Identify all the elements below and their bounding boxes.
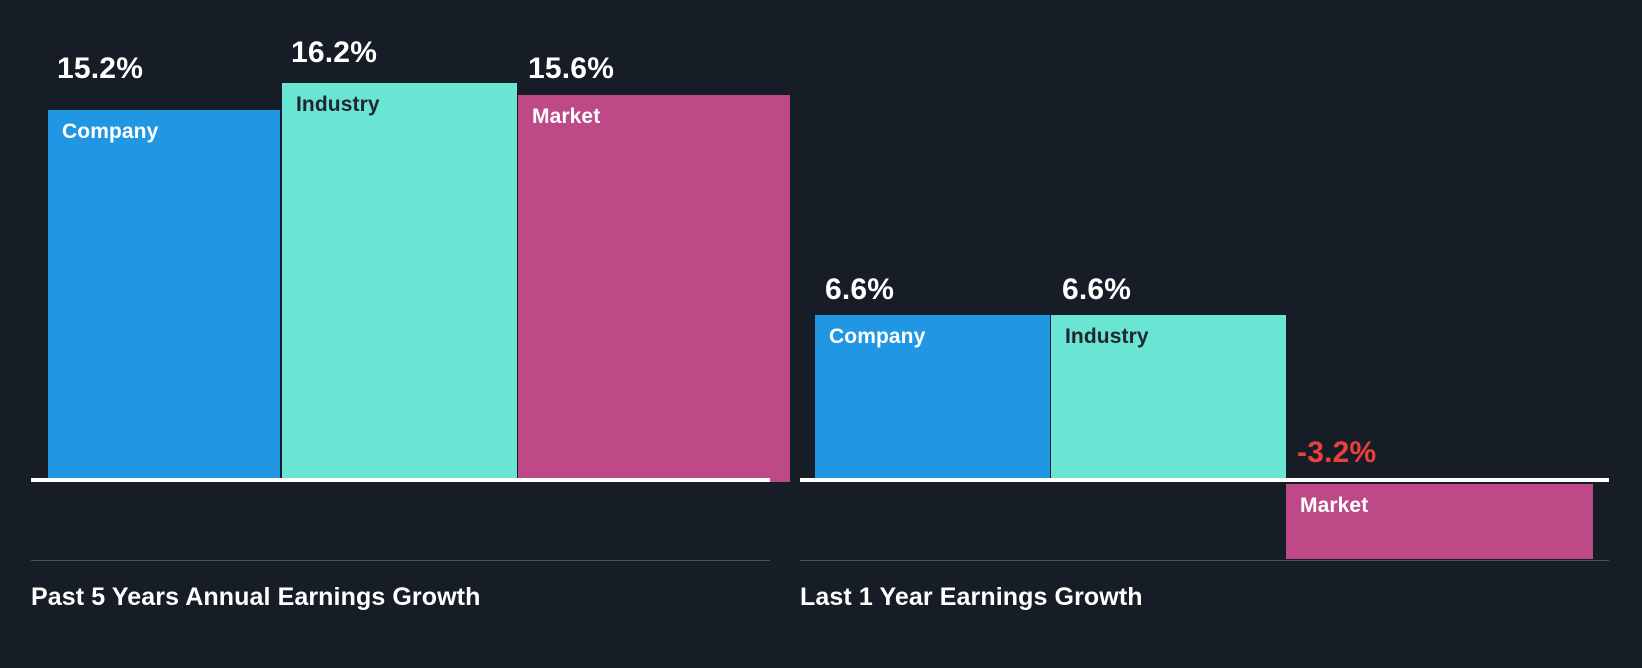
title-divider-right: [800, 560, 1609, 561]
title-divider-left: [31, 560, 770, 561]
chart-title-last-1-year: Last 1 Year Earnings Growth: [800, 583, 1143, 611]
chart-title-past-5-years: Past 5 Years Annual Earnings Growth: [31, 583, 481, 611]
plot-area-right: 6.6% Company 6.6% Industry -3.2% Market: [790, 0, 1642, 560]
bar-label-industry-5y: Industry: [296, 93, 380, 116]
value-label-company-5y: 15.2%: [57, 52, 144, 85]
bar-market-1y[interactable]: Market: [1286, 484, 1593, 559]
bar-company-1y[interactable]: Company: [815, 315, 1050, 482]
bar-company-5y[interactable]: Company: [48, 110, 280, 482]
bar-label-company-1y: Company: [829, 325, 926, 348]
bar-label-market-5y: Market: [532, 105, 601, 128]
chart-past-5-years: 15.2% Company 16.2% Industry 15.6% Marke…: [0, 0, 790, 668]
bar-label-market-1y: Market: [1300, 494, 1369, 517]
value-label-market-5y: 15.6%: [528, 52, 615, 85]
bar-label-industry-1y: Industry: [1065, 325, 1149, 348]
value-label-industry-1y: 6.6%: [1062, 273, 1132, 306]
value-label-company-1y: 6.6%: [825, 273, 895, 306]
bar-industry-5y[interactable]: Industry: [282, 83, 517, 482]
plot-area-left: 15.2% Company 16.2% Industry 15.6% Marke…: [0, 0, 790, 560]
value-label-industry-5y: 16.2%: [291, 36, 378, 69]
chart-last-1-year: 6.6% Company 6.6% Industry -3.2% Market …: [790, 0, 1642, 668]
bar-label-company-5y: Company: [62, 120, 159, 143]
value-label-market-1y: -3.2%: [1297, 436, 1377, 469]
zero-axis-line-right: [800, 478, 1609, 482]
bar-industry-1y[interactable]: Industry: [1051, 315, 1286, 482]
bar-market-5y[interactable]: Market: [518, 95, 790, 482]
zero-axis-line-left: [31, 478, 770, 482]
